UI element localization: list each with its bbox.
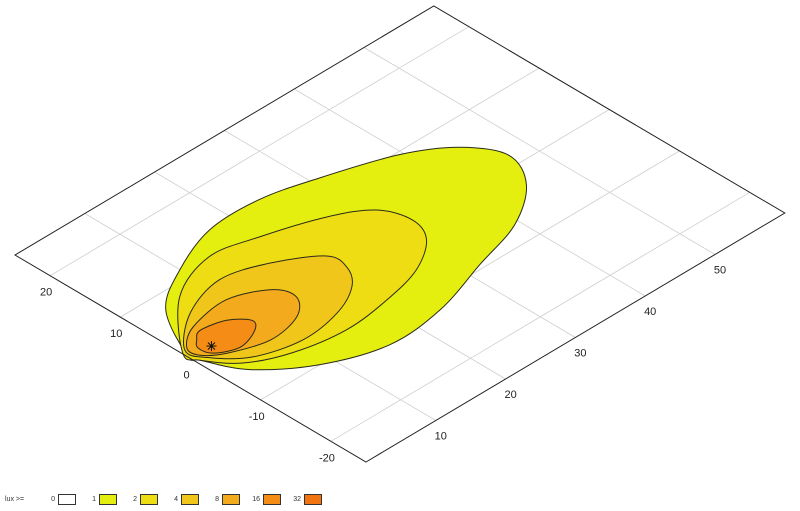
grid-line-y (330, 191, 750, 442)
legend-entry: 2 (117, 493, 158, 505)
legend-label: 0 (51, 495, 55, 503)
legend-title: lux >= (5, 495, 25, 503)
y-tick-labels: -20 -10 0 10 20 (40, 287, 335, 465)
contour-regions (165, 146, 528, 371)
legend-label: 1 (92, 495, 96, 503)
legend-label: 8 (215, 495, 219, 503)
x-tick-labels: 10 20 30 40 50 (435, 265, 726, 443)
x-tick-label: 30 (574, 348, 586, 360)
legend-swatch (140, 493, 158, 505)
x-tick-label: 10 (435, 431, 447, 443)
legend-swatch (58, 493, 76, 505)
legend-label: 32 (293, 495, 301, 503)
legend: lux >= 0 1 2 4 8 16 32 (5, 492, 322, 506)
y-tick-label: -10 (249, 411, 265, 423)
legend-swatch (263, 493, 281, 505)
luminaire-asterisk-stroke (207, 342, 216, 350)
plane-frame (14, 5, 786, 463)
legend-entry: 16 (240, 493, 281, 505)
grid-line-y (49, 26, 470, 277)
legend-swatch (304, 493, 322, 505)
legend-entry: 32 (281, 493, 322, 505)
y-tick-label: 0 (183, 370, 189, 382)
legend-swatch (99, 493, 117, 505)
x-tick-label: 40 (644, 306, 656, 318)
legend-swatch (181, 493, 199, 505)
legend-entry: 8 (199, 493, 240, 505)
plane-border (14, 5, 786, 463)
luminaire-marker (206, 341, 217, 352)
y-tick-label: 20 (40, 287, 52, 299)
y-tick-label: 10 (110, 328, 122, 340)
legend-label: 16 (252, 495, 260, 503)
legend-label: 2 (133, 495, 137, 503)
x-tick-label: 20 (504, 389, 516, 401)
legend-label: 4 (174, 495, 178, 503)
legend-entry: 4 (158, 493, 199, 505)
legend-entry: 1 (76, 493, 117, 505)
y-tick-label: -20 (319, 452, 335, 464)
x-tick-label: 50 (714, 265, 726, 277)
legend-swatch (222, 493, 240, 505)
legend-entry: 0 (35, 493, 76, 505)
